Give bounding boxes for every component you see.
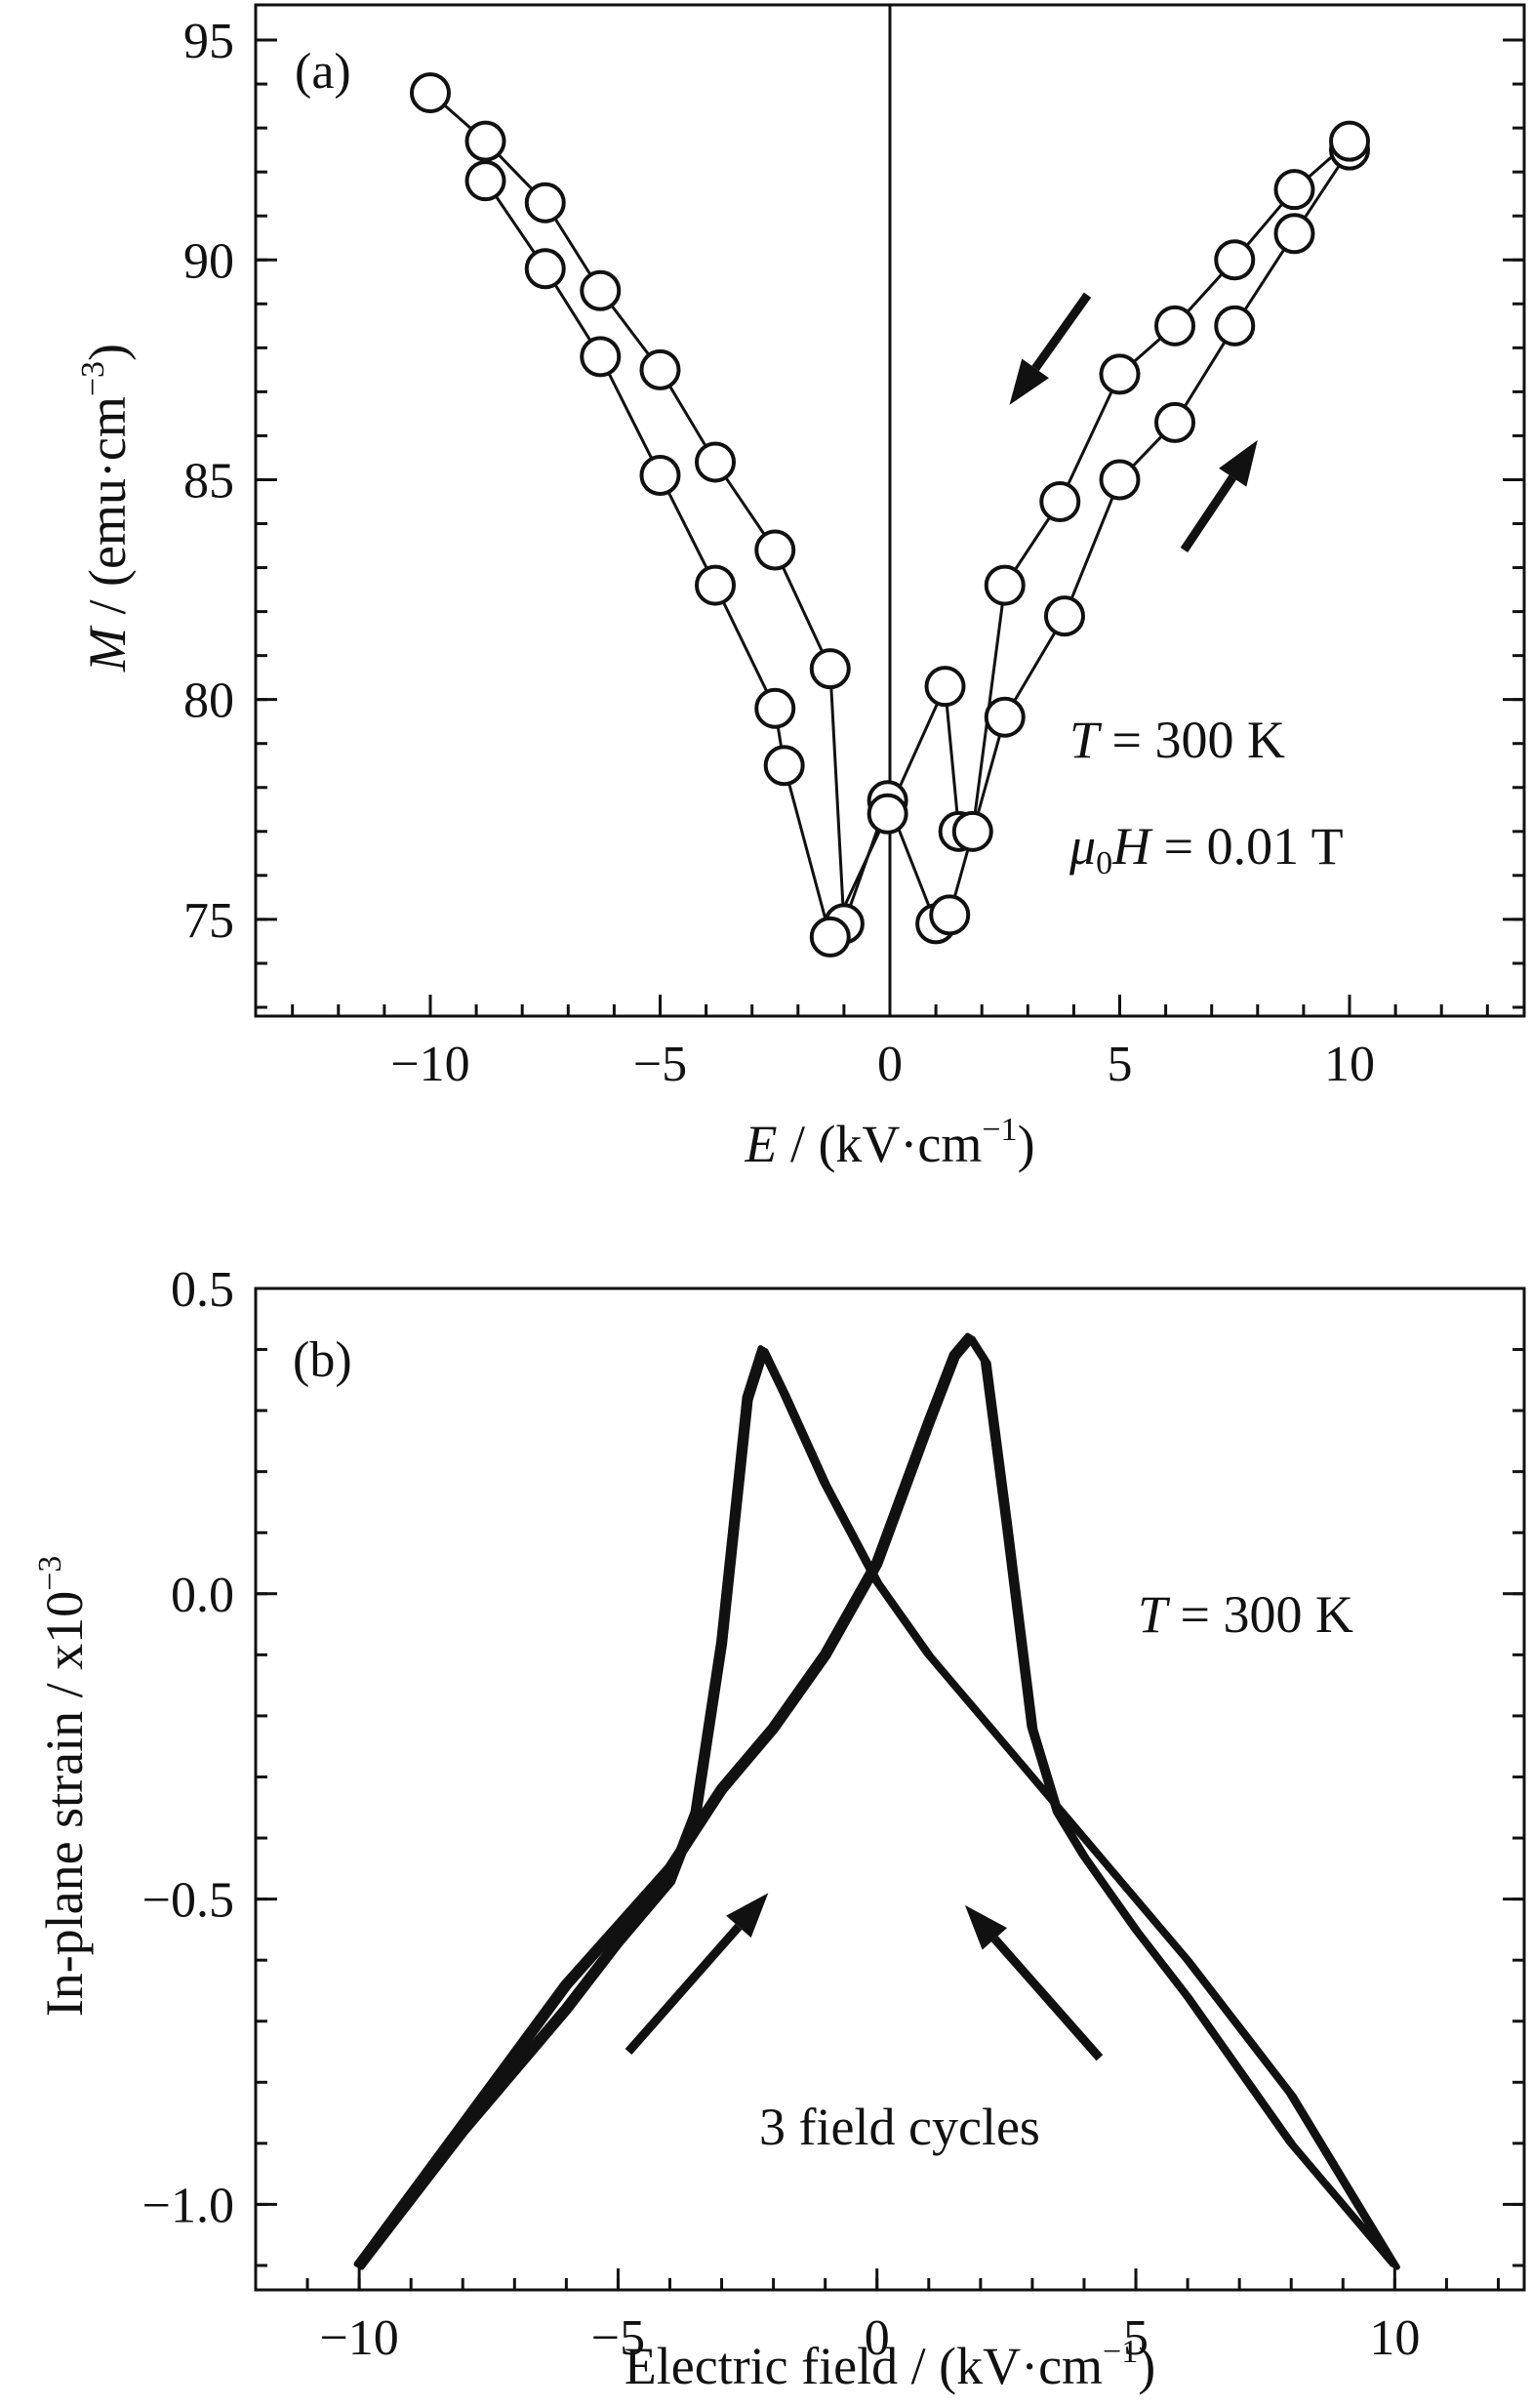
panel-a-y-tick-label: 95 bbox=[183, 14, 234, 69]
panel-a-series-2-point bbox=[951, 810, 993, 852]
panel-a-series-2-point bbox=[809, 916, 851, 958]
panel-b-temperature-annotation: T = 300 K bbox=[1138, 1585, 1353, 1644]
panel-b-x-tick-label: −10 bbox=[319, 2310, 398, 2366]
panel-a-markers bbox=[409, 72, 1371, 958]
panel-a-series-2-point bbox=[1039, 480, 1081, 522]
panel-b-tick-labels: −10 −5 0 5 10 0.5 0.0 −0.5 −1.0 bbox=[142, 1262, 1421, 2366]
panel-a-series-1-point bbox=[929, 894, 971, 936]
panel-b-plot-frame bbox=[254, 1286, 1526, 2292]
panel-b-x-tick-label: 0 bbox=[865, 2310, 890, 2366]
panel-a-arrow-2-head bbox=[1219, 439, 1258, 487]
panel-a-series-1-point bbox=[580, 269, 622, 311]
panel-a-series-2-point bbox=[763, 745, 805, 787]
panel-a-series-1-point bbox=[464, 120, 506, 162]
panel-a-series-1-point bbox=[984, 696, 1026, 738]
panel-a-x-tick-label: 5 bbox=[1108, 1037, 1133, 1092]
panel-a-series-2-point bbox=[695, 564, 737, 606]
panel-a-series-2-point bbox=[924, 666, 966, 708]
panel-a-series-1-point bbox=[754, 529, 796, 571]
panel-a-series-1-point bbox=[1154, 401, 1196, 443]
panel-a-series-1-point bbox=[524, 182, 566, 224]
panel-a-x-axis-title: E / (kV·cm−1) bbox=[744, 1112, 1034, 1173]
panel-b-chart: −10 −5 0 5 10 0.5 0.0 −0.5 −1.0 (b) T = 300 K 3 … bbox=[32, 1262, 1526, 2395]
panel-a-x-tick-label: 0 bbox=[877, 1037, 903, 1092]
panel-a-series-2-point bbox=[1329, 120, 1371, 162]
panel-a-series-2-point bbox=[1154, 305, 1196, 347]
panel-b-cycles-annotation: 3 field cycles bbox=[759, 2098, 1040, 2156]
panel-b-arrow-2-head bbox=[964, 1904, 1008, 1950]
panel-a-ticks bbox=[256, 38, 1524, 1016]
panel-a-chart: −10 −5 0 5 10 95 90 85 80 75 (a) T = 300 K μ0H = … bbox=[75, 3, 1526, 1173]
panel-b-arrow-1-shaft bbox=[625, 1923, 743, 2055]
panel-a-series-2-point bbox=[1273, 169, 1315, 211]
panel-b-arrow-1-head bbox=[726, 1893, 769, 1939]
panel-a-x-tick-label: −5 bbox=[633, 1037, 687, 1092]
panel-a-tick-labels: −10 −5 0 5 10 95 90 85 80 75 bbox=[183, 14, 1375, 1092]
panel-a-series-1-point bbox=[409, 72, 451, 114]
panel-a-series-1-point bbox=[1043, 595, 1085, 637]
panel-a-y-tick-label: 80 bbox=[183, 673, 234, 729]
panel-b-curves bbox=[353, 1332, 1400, 2270]
panel-a-series-1-point bbox=[1273, 213, 1315, 255]
panel-a-y-axis-title: M / (emu·cm−3) bbox=[75, 344, 137, 673]
panel-a-series-1-point bbox=[639, 348, 681, 390]
panel-a-arrow-1-head bbox=[1009, 358, 1049, 405]
panel-b-y-tick-label: −0.5 bbox=[142, 1873, 234, 1929]
panel-b-y-tick-label: 0.0 bbox=[171, 1568, 234, 1623]
panel-a-x-tick-label: 10 bbox=[1324, 1037, 1375, 1092]
panel-a-series-2-point bbox=[984, 564, 1026, 606]
panel-a-series-1-point bbox=[695, 441, 737, 483]
panel-b-x-tick-label: −5 bbox=[591, 2310, 645, 2366]
panel-b-ticks bbox=[254, 1286, 1524, 2290]
panel-a-series-2-point bbox=[524, 248, 566, 290]
panel-a-series-2-point bbox=[1214, 239, 1256, 281]
panel-a-series-1-point bbox=[809, 648, 851, 690]
panel-b-x-tick-label: 10 bbox=[1369, 2310, 1420, 2366]
panel-a-y-tick-label: 85 bbox=[183, 453, 234, 509]
panel-b-y-axis-title: In-plane strain / x10−3 bbox=[32, 1556, 94, 2018]
panel-a-series-1-point bbox=[1214, 305, 1256, 347]
panel-a-series-2-point bbox=[754, 687, 796, 729]
panel-a-y-tick-label: 75 bbox=[183, 893, 234, 949]
panel-a-series-2-point bbox=[464, 160, 506, 202]
panel-a-label: (a) bbox=[295, 44, 351, 100]
panel-a-arrows bbox=[1009, 292, 1258, 553]
panel-a-field-annotation: μ0H = 0.01 T bbox=[1068, 817, 1344, 881]
panel-a-temperature-annotation: T = 300 K bbox=[1069, 711, 1285, 769]
panel-a-y-tick-label: 90 bbox=[183, 233, 234, 289]
panel-a-series-2-point bbox=[867, 793, 908, 835]
panel-b-increasing-field-curve-cycle-3 bbox=[353, 1345, 1395, 2267]
panel-b-arrows bbox=[625, 1893, 1104, 2061]
panel-b-y-tick-label: −1.0 bbox=[142, 2178, 234, 2233]
panel-a-series-1-point bbox=[1099, 459, 1141, 501]
panel-b-y-tick-label: 0.5 bbox=[171, 1262, 234, 1318]
panel-a-series-2-point bbox=[580, 336, 622, 378]
panel-a-x-tick-label: −10 bbox=[390, 1037, 469, 1092]
panel-b-x-axis-title: Electric field / (kV·cm−1) bbox=[625, 2334, 1155, 2395]
panel-b-label: (b) bbox=[293, 1332, 352, 1388]
panel-a-arrow-1-shaft bbox=[1031, 292, 1092, 372]
panel-b-arrow-2-shaft bbox=[990, 1936, 1104, 2061]
panel-b-x-tick-label: 5 bbox=[1123, 2310, 1149, 2366]
panel-a-arrow-2-shaft bbox=[1180, 474, 1236, 553]
panel-b-decreasing-field-curve-cycle-3 bbox=[353, 1332, 1395, 2267]
panel-a-series-2-point bbox=[639, 454, 681, 496]
panel-a-series-2-point bbox=[1099, 353, 1141, 395]
